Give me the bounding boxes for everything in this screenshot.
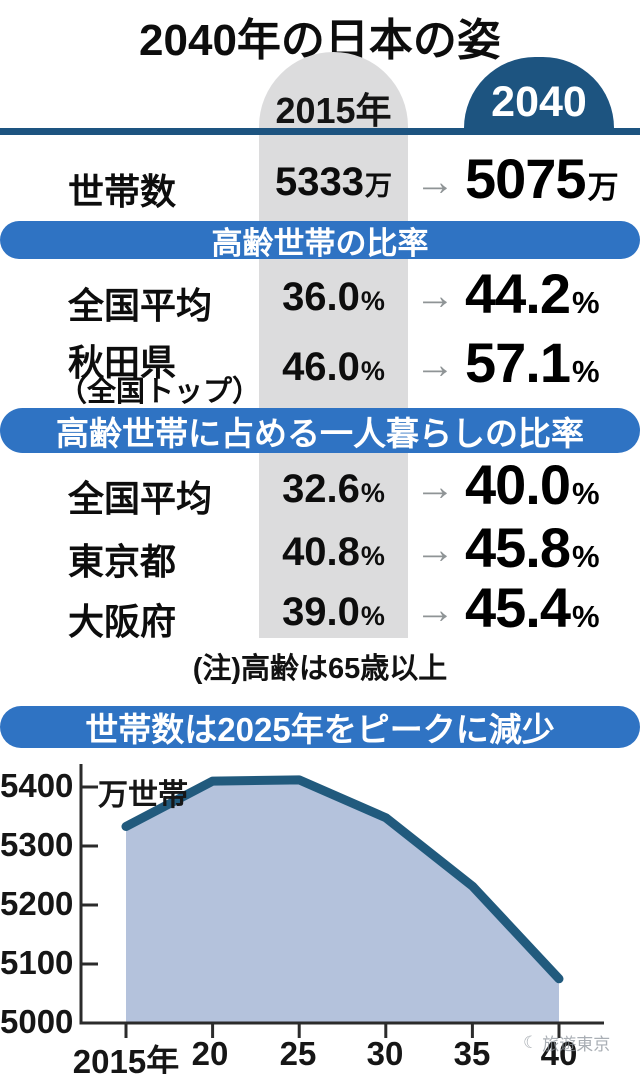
section-header-elderly-ratio: 高齢世帯の比率 [0,221,640,261]
arrow-icon: → [415,465,455,509]
after-value: 45.8 % [465,515,600,580]
arrow-icon: → [415,274,455,318]
x-tick-label: 40 [540,1035,578,1072]
moon-icon: ☾ [523,1032,539,1052]
watermark: ☾ 旅遊東京 [523,1030,610,1055]
value-unit: % [360,601,385,631]
y-tick-label: 5400 [0,767,74,804]
arrow-icon: → [415,588,455,632]
after-value: 40.0 % [465,452,600,517]
value-unit: % [572,599,600,634]
row-label: 大阪府 [68,601,177,642]
value-unit: % [360,356,385,386]
value-number: 57.1 [465,331,571,394]
after-value: 45.4 % [465,575,600,640]
after-value: 44.2 % [465,261,600,326]
chart-trend-line [121,775,564,984]
households-before-value: 5333 万 [259,160,408,205]
households-after-value: 5075 万 [465,146,619,211]
value-unit: % [360,541,385,571]
x-tick-label: 35 [453,1035,491,1072]
before-value: 36.0 % [259,275,408,320]
row-label: 全国平均 [68,478,213,519]
before-value: 46.0 % [259,345,408,390]
value-number: 45.8 [465,516,571,579]
column-header-2015: 2015年 [275,90,392,131]
households-area-chart [79,764,604,1038]
y-tick-label: 5300 [0,826,74,863]
section-header-single-elderly-ratio: 高齢世帯に占める一人暮らしの比率 [0,408,640,453]
row-label: 東京都 [68,541,177,582]
value-unit: 万 [364,171,392,201]
y-tick-label: 5000 [0,1003,74,1040]
row-label: 秋田県 [68,342,177,383]
column-2015-band [259,52,408,638]
value-unit: % [572,539,600,574]
y-axis-unit-label: 万世帯 [98,779,188,812]
chart-axes [79,764,604,1038]
value-unit: 万 [587,170,619,205]
before-value: 32.6 % [259,467,408,512]
row-sublabel: （全国トップ） [58,376,262,408]
chart-title-bar: 世帯数は2025年をピークに減少 [0,706,640,748]
chart-area-fill [126,779,559,1023]
value-number: 46.0 [282,345,360,389]
before-value: 39.0 % [259,590,408,635]
y-tick-label: 5100 [0,944,74,981]
header-divider-line [0,128,640,135]
value-number: 45.4 [465,576,571,639]
before-value: 40.8 % [259,530,408,575]
x-tick-label: 2015年 [72,1043,180,1074]
x-tick-label: 30 [366,1035,404,1072]
arrow-icon: → [415,160,455,204]
arrow-icon: → [415,343,455,387]
value-number: 5333 [275,160,364,204]
row-label-households: 世帯数 [68,171,177,212]
x-tick-label: 25 [279,1035,317,1072]
footnote: (注)高齢は65歳以上 [192,653,448,685]
value-number: 32.6 [282,467,360,511]
y-tick-label: 5200 [0,885,74,922]
value-number: 39.0 [282,590,360,634]
x-tick-label: 20 [191,1035,229,1072]
value-unit: % [572,476,600,511]
after-value: 57.1 % [465,330,600,395]
value-unit: % [572,285,600,320]
watermark-text: 旅遊東京 [542,1035,611,1054]
value-unit: % [572,354,600,389]
value-unit: % [360,478,385,508]
value-number: 44.2 [465,262,571,325]
value-number: 40.0 [465,453,571,516]
row-label: 全国平均 [68,285,213,326]
value-number: 5075 [465,147,587,210]
value-number: 40.8 [282,530,360,574]
arrow-icon: → [415,528,455,572]
value-unit: % [360,286,385,316]
column-header-2040: 2040 [491,78,587,126]
value-number: 36.0 [282,275,360,319]
